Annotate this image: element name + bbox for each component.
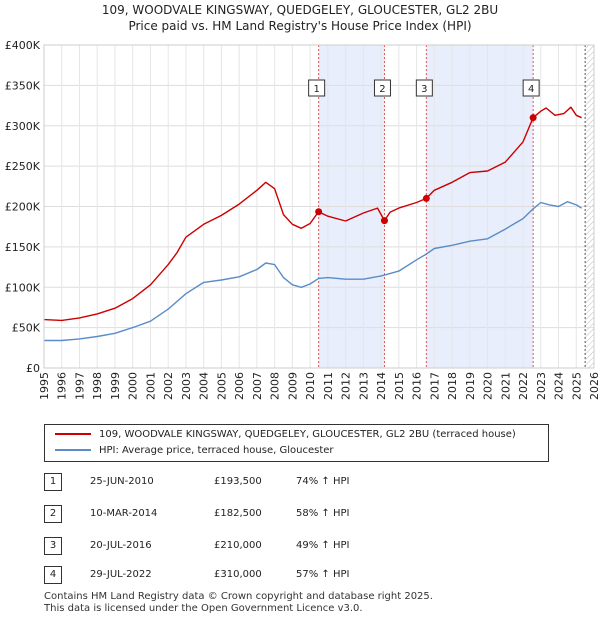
legend-label-hpi: HPI: Average price, terraced house, Glou… (99, 445, 334, 456)
legend-label-property: 109, WOODVALE KINGSWAY, QUEDGELEY, GLOUC… (99, 429, 516, 440)
legend: 109, WOODVALE KINGSWAY, QUEDGELEY, GLOUC… (44, 424, 549, 462)
sale-box-label-1: 1 (313, 84, 319, 95)
x-tick-label: 2005 (215, 372, 228, 400)
y-tick-label: £350K (5, 79, 41, 92)
x-tick-label: 2014 (375, 372, 388, 400)
x-tick-label: 2016 (411, 372, 424, 400)
x-tick-label: 2008 (269, 372, 282, 400)
x-tick-label: 2021 (499, 372, 512, 400)
sale-point-1 (315, 208, 323, 216)
footer-licence: This data is licensed under the Open Gov… (44, 603, 363, 614)
sale-number: 2 (44, 505, 62, 523)
sale-number: 1 (44, 473, 62, 491)
sale-date: 10-MAR-2014 (90, 508, 158, 519)
sale-box-1 (308, 79, 326, 97)
sale-hpi-change: 49% ↑ HPI (296, 540, 350, 551)
sale-box-label-3: 3 (421, 84, 427, 95)
sale-date: 20-JUL-2016 (90, 540, 152, 551)
sale-hpi-change: 57% ↑ HPI (296, 569, 350, 580)
x-tick-label: 2009 (286, 372, 299, 400)
sale-point-3 (422, 194, 430, 202)
sale-price: £310,000 (214, 569, 262, 580)
x-tick-label: 1995 (38, 372, 51, 400)
sale-date: 29-JUL-2022 (90, 569, 152, 580)
sale-hpi-change: 58% ↑ HPI (296, 508, 350, 519)
x-tick-label: 2006 (233, 372, 246, 400)
x-tick-label: 2011 (322, 372, 335, 400)
property-price-line (43, 106, 582, 322)
sale-price: £193,500 (214, 476, 262, 487)
sale-price: £182,500 (214, 508, 262, 519)
x-tick-label: 2007 (251, 372, 264, 400)
legend-item-hpi: HPI: Average price, terraced house, Glou… (55, 443, 334, 459)
sale-number: 3 (44, 537, 62, 555)
legend-item-property: 109, WOODVALE KINGSWAY, QUEDGELEY, GLOUC… (55, 427, 516, 443)
sale-box-3 (415, 79, 433, 97)
x-tick-label: 2020 (482, 372, 495, 400)
chart-title: 109, WOODVALE KINGSWAY, QUEDGELEY, GLOUC… (101, 3, 499, 17)
x-tick-label: 2010 (304, 372, 317, 400)
y-tick-label: £0 (26, 362, 40, 375)
x-tick-label: 2019 (464, 372, 477, 400)
x-tick-label: 2026 (588, 372, 600, 400)
plot-border (43, 44, 595, 369)
sale-point-4 (529, 114, 537, 122)
x-tick-label: 1999 (109, 372, 122, 400)
y-tick-label: £50K (12, 322, 41, 335)
sale-box-label-4: 4 (528, 84, 534, 95)
hpi-line (44, 200, 582, 342)
x-tick-label: 2002 (162, 372, 175, 400)
y-tick-label: £200K (5, 201, 41, 214)
x-tick-label: 2003 (180, 372, 193, 400)
x-tick-label: 1996 (56, 372, 69, 400)
sale-box-label-2: 2 (379, 84, 385, 95)
x-tick-label: 2013 (357, 372, 370, 400)
chart-subtitle: Price paid vs. HM Land Registry's House … (128, 19, 472, 33)
x-tick-label: 2000 (127, 372, 140, 400)
x-tick-label: 2023 (535, 372, 548, 400)
y-tick-label: £100K (5, 281, 41, 294)
sale-hpi-change: 74% ↑ HPI (296, 476, 350, 487)
y-tick-label: £250K (5, 160, 41, 173)
price-chart: 1 2 3 4 £0 £50K £100K £150K £200K £250K £300K £350… (5, 39, 600, 400)
x-tick-label: 2004 (198, 372, 211, 400)
x-tick-label: 1997 (73, 372, 86, 400)
legend-swatch-hpi (55, 449, 91, 451)
sale-date: 25-JUN-2010 (90, 476, 154, 487)
y-tick-label: £150K (5, 241, 41, 254)
sale-number: 4 (44, 566, 62, 584)
x-tick-label: 1998 (91, 372, 104, 400)
x-tick-label: 2022 (517, 372, 530, 400)
y-tick-label: £300K (5, 120, 41, 133)
x-tick-label: 2024 (553, 372, 566, 400)
footer-copyright: Contains HM Land Registry data © Crown c… (44, 591, 433, 602)
x-tick-label: 2012 (340, 372, 353, 400)
sale-point-2 (380, 217, 388, 225)
sale-box-2 (373, 79, 391, 97)
x-tick-label: 2025 (570, 372, 583, 400)
sale-price: £210,000 (214, 540, 262, 551)
x-tick-label: 2015 (393, 372, 406, 400)
x-tick-label: 2001 (144, 372, 157, 400)
x-tick-label: 2017 (428, 372, 441, 400)
legend-swatch-property (55, 433, 91, 435)
x-tick-label: 2018 (446, 372, 459, 400)
y-tick-label: £400K (5, 39, 41, 52)
sale-box-4 (522, 79, 540, 97)
